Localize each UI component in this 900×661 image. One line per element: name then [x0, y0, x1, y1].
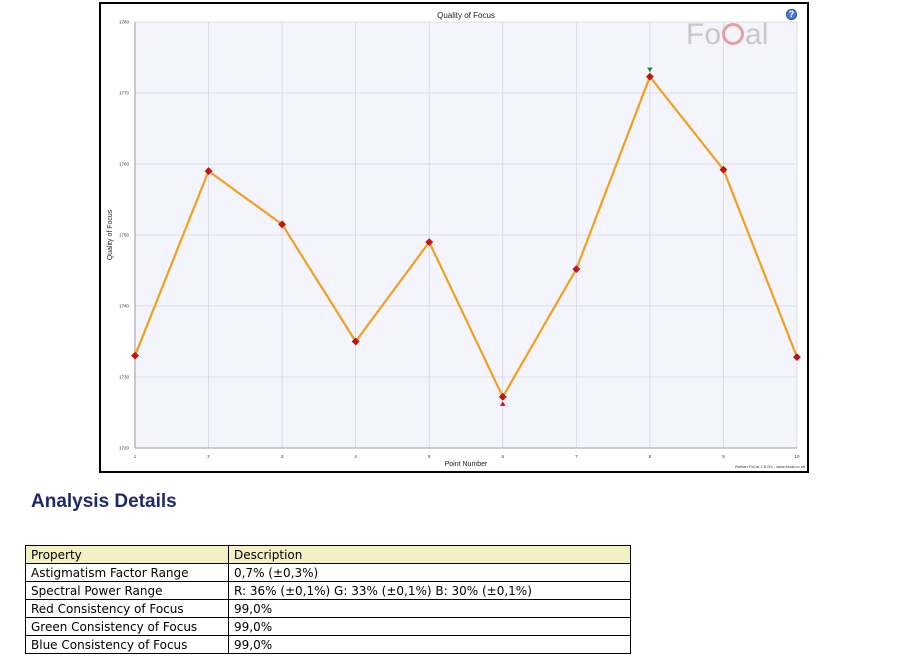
max-marker: [647, 67, 653, 73]
x-tick-label: 4: [354, 454, 357, 459]
chart-credit: Reikan FoCal 2.5.0/4 - www.focal.co.uk: [735, 464, 805, 469]
y-tick-label: 1760: [119, 162, 130, 167]
y-tick-label: 1740: [119, 304, 130, 309]
logo-ring-icon: [722, 23, 745, 45]
table-row: Spectral Power Range R: 36% (±0,1%) G: 3…: [25, 581, 631, 600]
y-tick-label: 1720: [119, 446, 130, 451]
x-tick-label: 1: [134, 454, 137, 459]
column-header-description: Description: [228, 545, 631, 564]
row-property: Blue Consistency of Focus: [25, 635, 229, 654]
row-description: 99,0%: [228, 617, 631, 636]
row-description: 0,7% (±0,3%): [228, 563, 631, 582]
series-markers: [131, 67, 801, 406]
logo-text-left: Fo: [686, 18, 722, 51]
logo-text-right: al: [745, 18, 769, 51]
x-axis-label: Point Number: [445, 461, 488, 468]
y-tick-label: 1750: [119, 233, 130, 238]
row-property: Spectral Power Range: [25, 581, 229, 600]
series-line-layer: [133, 75, 799, 398]
row-description: 99,0%: [228, 599, 631, 618]
focal-logo: Fo al: [686, 18, 768, 52]
data-point: [425, 238, 434, 247]
data-point: [204, 167, 213, 176]
y-tick-label: 1770: [119, 91, 130, 96]
analysis-details-table: Property Description Astigmatism Factor …: [25, 545, 631, 654]
data-point: [131, 351, 139, 360]
data-point: [572, 265, 581, 274]
x-tick-label: 6: [502, 454, 505, 459]
chart-container: 1720 1730 1740 1750 1760 1770 1780 1 2 3 4 5 6 7 8 9 10 …: [99, 2, 809, 473]
row-description: 99,0%: [228, 635, 631, 654]
table-header-row: Property Description: [25, 545, 631, 564]
x-tick-label: 3: [281, 454, 284, 459]
y-axis-label: Quality of Focus: [107, 209, 114, 260]
data-point: [645, 72, 654, 81]
y-tick-label: 1730: [119, 375, 130, 380]
x-tick-label: 10: [794, 454, 800, 459]
series-line: [133, 75, 799, 398]
row-property: Green Consistency of Focus: [25, 617, 229, 636]
x-tick-label: 5: [428, 454, 431, 459]
x-tick-label: 9: [722, 454, 725, 459]
analysis-heading: Analysis Details: [31, 491, 177, 512]
question-icon[interactable]: ?: [786, 9, 797, 20]
column-header-property: Property: [25, 545, 229, 564]
axes: 1720 1730 1740 1750 1760 1770 1780 1 2 3 4 5 6 7 8 9 10: [119, 20, 800, 460]
data-point: [351, 337, 360, 346]
row-property: Red Consistency of Focus: [25, 599, 229, 618]
data-point: [498, 392, 507, 401]
chart-title: Quality of Focus: [437, 11, 495, 20]
row-description: R: 36% (±0,1%) G: 33% (±0,1%) B: 30% (±0…: [228, 581, 631, 600]
table-row: Green Consistency of Focus 99,0%: [25, 617, 631, 636]
row-property: Astigmatism Factor Range: [25, 563, 229, 582]
x-tick-label: 2: [207, 454, 210, 459]
x-tick-label: 7: [575, 454, 578, 459]
table-row: Blue Consistency of Focus 99,0%: [25, 635, 631, 654]
min-marker: [499, 401, 506, 406]
y-tick-label: 1780: [119, 20, 130, 25]
x-tick-label: 8: [649, 454, 652, 459]
data-point: [719, 165, 728, 174]
data-point: [793, 353, 801, 362]
data-point: [278, 220, 287, 229]
table-row: Astigmatism Factor Range 0,7% (±0,3%): [25, 563, 631, 582]
table-row: Red Consistency of Focus 99,0%: [25, 599, 631, 618]
